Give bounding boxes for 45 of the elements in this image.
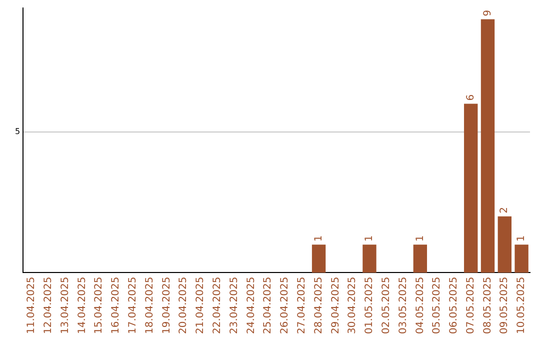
data-label: 9	[482, 10, 494, 16]
x-tick-label: 15.04.2025	[94, 276, 105, 334]
x-tick-label: 13.04.2025	[60, 276, 71, 334]
x-tick-label: 29.04.2025	[330, 276, 342, 334]
data-label: 2	[499, 207, 510, 214]
x-tick-label: 19.04.2025	[161, 276, 172, 334]
data-label: 1	[414, 235, 426, 242]
x-tick-label: 21.04.2025	[195, 276, 206, 334]
x-tick-label: 04.05.2025	[414, 276, 426, 334]
x-tick-label: 27.04.2025	[296, 276, 308, 334]
x-tick-label: 25.04.2025	[262, 276, 274, 334]
x-tick-label: 22.04.2025	[212, 276, 223, 334]
bar	[362, 244, 376, 273]
x-tick-label: 02.05.2025	[380, 276, 392, 334]
x-tick-label: 28.04.2025	[313, 276, 324, 334]
bar	[514, 244, 528, 273]
data-label: 1	[516, 235, 528, 242]
bar	[498, 216, 512, 273]
x-tick-label: 17.04.2025	[128, 276, 139, 334]
bar	[312, 244, 326, 273]
x-tick-label: 26.04.2025	[280, 276, 291, 334]
x-tick-label: 05.05.2025	[432, 276, 443, 334]
x-tick-label: 03.05.2025	[398, 276, 409, 334]
x-tick-label: 10.05.2025	[516, 276, 528, 334]
x-tick-label: 18.04.2025	[144, 276, 156, 334]
x-tick-label: 06.05.2025	[448, 276, 460, 334]
bar	[464, 104, 478, 273]
x-tick-label: 24.04.2025	[246, 276, 257, 334]
x-tick-label: 23.04.2025	[228, 276, 240, 334]
data-label: 1	[364, 235, 376, 242]
x-tick-label: 14.04.2025	[76, 276, 88, 334]
x-tick-label: 12.04.2025	[43, 276, 54, 334]
x-tick-label: 07.05.2025	[465, 276, 476, 334]
data-label: 6	[465, 94, 476, 101]
bar	[413, 244, 428, 273]
x-tick-label: 11.04.2025	[26, 276, 38, 334]
x-tick-label: 30.04.2025	[347, 276, 358, 334]
x-tick-label: 01.05.2025	[364, 276, 376, 334]
x-tick-label: 08.05.2025	[482, 276, 494, 334]
x-tick-label: 09.05.2025	[499, 276, 510, 334]
x-tick-label: 16.04.2025	[110, 276, 122, 334]
bar	[480, 19, 495, 273]
y-tick-label: 5	[14, 127, 20, 136]
x-tick-label: 20.04.2025	[178, 276, 190, 334]
data-label: 1	[313, 235, 324, 242]
